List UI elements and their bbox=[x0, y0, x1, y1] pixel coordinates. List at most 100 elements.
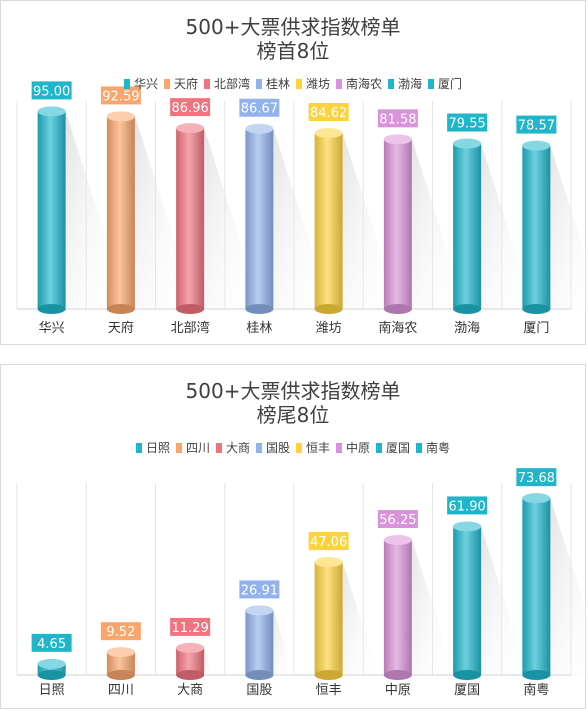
bar-top bbox=[106, 647, 135, 658]
legend-swatch bbox=[376, 443, 383, 453]
legend-swatch bbox=[163, 79, 170, 89]
x-tick-label: 四川 bbox=[108, 683, 134, 698]
bar-base bbox=[106, 670, 135, 680]
legend-item: 大商 bbox=[215, 441, 250, 455]
legend-swatch bbox=[123, 79, 130, 89]
legend-label: 恒丰 bbox=[306, 441, 331, 455]
data-label-box bbox=[170, 617, 211, 636]
bar-base bbox=[245, 304, 274, 314]
legend-label: 北部湾 bbox=[213, 77, 250, 91]
legend-swatch bbox=[336, 443, 343, 453]
data-label: 47.06 bbox=[310, 535, 347, 550]
bar-shadow bbox=[204, 647, 213, 675]
bar-base bbox=[245, 670, 274, 680]
data-label: 73.68 bbox=[518, 471, 555, 486]
data-label-box bbox=[100, 622, 141, 641]
bar bbox=[314, 132, 343, 309]
x-tick-label: 恒丰 bbox=[316, 683, 342, 698]
legend-swatch bbox=[296, 79, 302, 89]
legend-item: 华兴 bbox=[123, 77, 158, 91]
data-label-box bbox=[516, 468, 557, 487]
legend-swatch bbox=[175, 443, 182, 453]
data-label-box bbox=[308, 532, 349, 551]
data-label-box bbox=[239, 98, 280, 117]
bar-top bbox=[314, 557, 343, 568]
legend-item: 厦门 bbox=[428, 77, 462, 91]
data-label-box bbox=[170, 98, 211, 117]
legend-label: 中原 bbox=[346, 441, 371, 455]
bar bbox=[176, 128, 205, 309]
legend-label: 厦门 bbox=[438, 77, 463, 91]
bar-shadow bbox=[411, 139, 467, 309]
data-label: 11.29 bbox=[172, 621, 209, 636]
bar-base bbox=[37, 670, 66, 680]
data-label: 56.25 bbox=[379, 513, 416, 528]
legend-swatch bbox=[135, 443, 142, 453]
legend-item: 北部湾 bbox=[203, 77, 250, 91]
x-tick-label: 中原 bbox=[385, 683, 411, 698]
legend-label: 桂林 bbox=[265, 77, 290, 91]
data-label: 78.57 bbox=[518, 119, 555, 134]
legend-swatch bbox=[428, 79, 435, 89]
bar-top bbox=[314, 127, 343, 138]
bar-top bbox=[522, 493, 551, 504]
legend-label: 华兴 bbox=[133, 77, 158, 91]
legend-swatch bbox=[336, 79, 343, 89]
bar-shadow bbox=[273, 610, 295, 675]
bar bbox=[314, 562, 343, 675]
data-label: 92.59 bbox=[102, 89, 139, 104]
bar bbox=[37, 111, 66, 310]
legend-swatch bbox=[255, 443, 262, 453]
legend-item: 中原 bbox=[336, 441, 370, 455]
legend-item: 国股 bbox=[255, 441, 290, 455]
legend-label: 四川 bbox=[185, 441, 210, 455]
bar-base bbox=[314, 670, 343, 680]
top-bar-chart: 95.00 华兴 92.59 天府 86.96 北部湾 86.67 桂林 84.62 潍坊 81.5… bbox=[16, 81, 587, 336]
data-label-box bbox=[31, 633, 72, 652]
x-tick-label: 南海农 bbox=[378, 320, 417, 336]
bar bbox=[106, 116, 135, 309]
bar bbox=[522, 498, 551, 675]
legend-item: 渤海 bbox=[388, 77, 422, 91]
x-tick-label: 厦门 bbox=[523, 321, 549, 336]
bar-base bbox=[37, 304, 66, 314]
legend-swatch bbox=[416, 443, 423, 453]
bar-base bbox=[383, 304, 412, 314]
bar-shadow bbox=[550, 145, 587, 309]
bar-top bbox=[453, 521, 482, 532]
bottom-chart-legend: 日照 四川 大商 国股 恒丰 中原 厦国 南粤 bbox=[1, 441, 585, 455]
bar bbox=[453, 143, 482, 309]
data-label: 9.52 bbox=[106, 625, 135, 640]
bar bbox=[245, 128, 274, 309]
x-tick-label: 桂林 bbox=[246, 321, 272, 336]
data-label-box bbox=[377, 109, 418, 128]
bar bbox=[245, 610, 274, 675]
legend-label: 潍坊 bbox=[306, 77, 331, 91]
bar bbox=[383, 540, 412, 675]
data-label: 26.91 bbox=[241, 583, 278, 598]
bar-base bbox=[522, 670, 551, 680]
top-chart-title: 500+大票供求指数榜单 bbox=[185, 15, 401, 39]
legend-label: 南海农 bbox=[346, 77, 383, 91]
bar-top bbox=[176, 123, 205, 134]
data-label: 86.67 bbox=[241, 102, 278, 117]
data-label: 84.62 bbox=[310, 106, 347, 121]
bar-base bbox=[522, 304, 551, 314]
legend-item: 恒丰 bbox=[296, 441, 330, 455]
legend-item: 厦国 bbox=[376, 441, 410, 455]
data-label: 61.90 bbox=[449, 499, 486, 514]
bar-shadow bbox=[411, 540, 456, 675]
bar-base bbox=[453, 670, 482, 680]
data-label-box bbox=[447, 113, 488, 132]
data-label-box bbox=[239, 580, 280, 599]
legend-item: 南海农 bbox=[336, 77, 382, 91]
top-chart-legend: 华兴 天府 北部湾 桂林 潍坊 南海农 渤海 厦门 bbox=[1, 77, 585, 91]
x-tick-label: 天府 bbox=[108, 321, 134, 336]
bar-top bbox=[245, 123, 274, 134]
data-label-box bbox=[516, 115, 557, 134]
top-chart-subtitle: 榜首8位 bbox=[256, 39, 330, 63]
legend-label: 渤海 bbox=[398, 77, 423, 91]
bar-shadow bbox=[481, 143, 535, 309]
bar bbox=[37, 663, 66, 675]
bar-top bbox=[37, 106, 66, 117]
